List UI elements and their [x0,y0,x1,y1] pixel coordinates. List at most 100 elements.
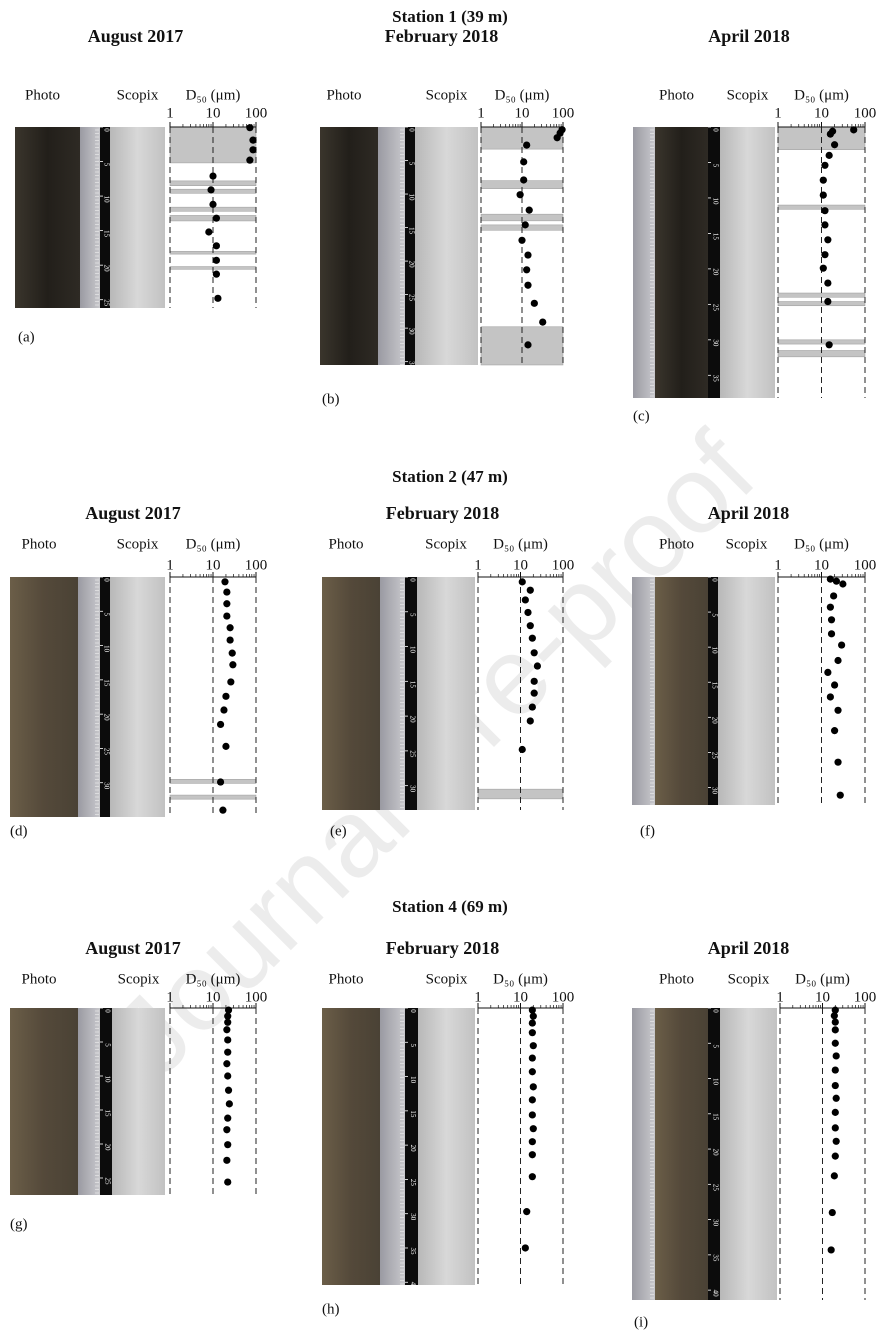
data-point [220,706,227,713]
depth-tick-label: 20 [711,1149,719,1157]
depth-tick-label: 30 [408,785,416,793]
core-photo [10,577,78,817]
data-point [832,1019,839,1026]
x-tick-label: 10 [513,989,528,1005]
data-point [834,707,841,714]
depth-tick-label: 35 [711,1254,719,1262]
data-point [224,1141,231,1148]
station-title: Station 2 (47 m) [392,467,508,486]
data-point [831,681,838,688]
data-point [526,207,533,214]
photo-label: Photo [21,971,56,987]
data-point [223,1026,230,1033]
scopix-image [720,127,775,398]
data-point [832,1066,839,1073]
x-tick-label: 1 [166,989,174,1005]
x-tick-label: 1 [774,105,782,121]
depth-tick-label: 20 [408,716,416,724]
depth-tick-label: 5 [103,1043,111,1047]
data-point [830,592,837,599]
depth-tick-label: 25 [711,304,719,312]
depth-tick-label: 10 [711,197,719,205]
data-point [531,690,538,697]
depth-tick-label: 25 [102,748,110,756]
data-point [530,1083,537,1090]
data-point [531,649,538,656]
data-point [527,622,534,629]
panel-title: April 2018 [708,503,790,523]
data-point [517,191,524,198]
panel-label: (h) [322,1301,340,1317]
depth-tick-label: 30 [102,782,110,790]
data-point [832,1124,839,1131]
scopix-label: Scopix [117,87,159,103]
data-point [227,678,234,685]
core-photo [655,127,708,398]
data-point [820,177,827,184]
data-point [225,1006,232,1013]
data-point [529,1173,536,1180]
scopix-image [718,577,775,805]
data-point [222,743,229,750]
depth-tick-label: 20 [102,714,110,722]
data-point [524,251,531,258]
depth-tick-label: 0 [711,1009,719,1013]
x-tick-label: 100 [552,989,575,1005]
depth-tick-label: 5 [408,613,416,617]
scopix-image [110,127,165,308]
data-point [524,282,531,289]
depth-tick-label: 0 [409,1009,417,1013]
depth-tick-label: 0 [710,578,718,582]
x-axis-label: D₅₀ (μm) [493,971,548,987]
depth-tick-label: 10 [710,647,718,655]
panel-title: February 2018 [385,26,498,46]
data-point [839,580,846,587]
data-point [209,201,216,208]
data-point [529,1019,536,1026]
ruler [78,577,100,817]
core-photo [655,577,708,805]
scopix-label: Scopix [425,536,467,552]
x-tick-label: 100 [245,557,268,573]
x-axis-label: D₅₀ (μm) [495,87,550,103]
depth-tick-label: 30 [409,1213,417,1221]
data-point [209,172,216,179]
data-point [529,1111,536,1118]
data-point [217,778,224,785]
scopix-image [418,1008,475,1285]
data-point [824,669,831,676]
data-point [828,630,835,637]
depth-tick-label: 35 [409,1247,417,1255]
data-point [529,1054,536,1061]
panel-label: (i) [634,1314,648,1330]
data-point [539,318,546,325]
data-point [223,1060,230,1067]
depth-tick-label: 5 [409,1044,417,1048]
data-point [224,1036,231,1043]
data-point [522,596,529,603]
data-point [821,251,828,258]
scopix-label: Scopix [727,87,769,103]
data-point [826,152,833,159]
depth-strip [708,577,718,805]
data-point [524,609,531,616]
data-point [850,126,857,133]
x-axis-label: D₅₀ (μm) [795,971,850,987]
depth-tick-label: 25 [710,752,718,760]
x-tick-label: 10 [815,989,830,1005]
data-point [227,624,234,631]
data-point [223,588,230,595]
depth-tick-label: 40 [711,1290,719,1298]
panel-label: (b) [322,391,340,407]
depth-tick-label: 20 [102,265,110,273]
scopix-image [417,577,475,810]
data-point [213,257,220,264]
depth-tick-label: 5 [407,162,415,166]
data-point [529,1006,536,1013]
data-point [820,265,827,272]
data-point [217,721,224,728]
data-point [828,1246,835,1253]
data-point [831,1172,838,1179]
depth-tick-label: 10 [409,1076,417,1084]
data-point [838,641,845,648]
